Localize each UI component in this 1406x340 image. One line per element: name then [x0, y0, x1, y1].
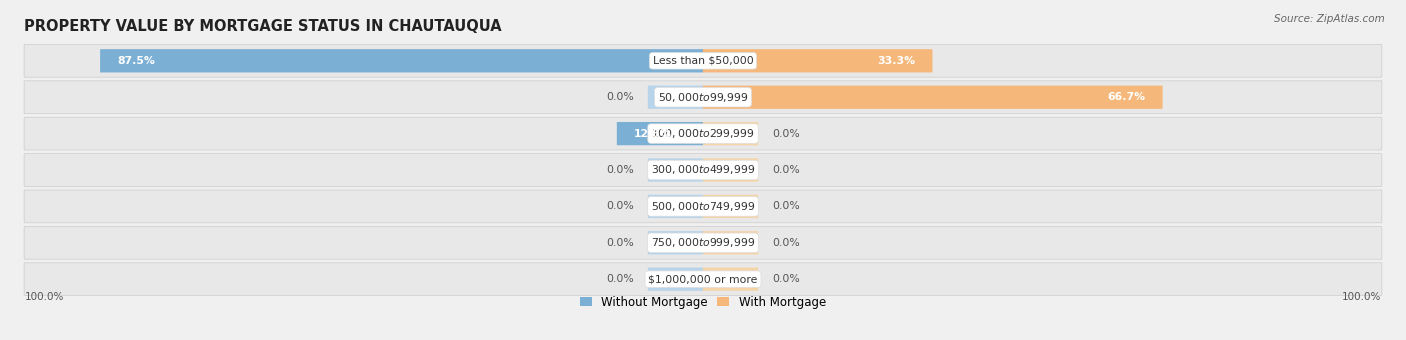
- Text: 0.0%: 0.0%: [606, 165, 634, 175]
- Text: PROPERTY VALUE BY MORTGAGE STATUS IN CHAUTAUQUA: PROPERTY VALUE BY MORTGAGE STATUS IN CHA…: [24, 18, 502, 34]
- Text: 87.5%: 87.5%: [117, 56, 155, 66]
- FancyBboxPatch shape: [648, 268, 703, 291]
- FancyBboxPatch shape: [703, 268, 758, 291]
- Legend: Without Mortgage, With Mortgage: Without Mortgage, With Mortgage: [581, 296, 825, 309]
- Text: 12.5%: 12.5%: [634, 129, 672, 139]
- FancyBboxPatch shape: [24, 117, 1382, 150]
- Text: Source: ZipAtlas.com: Source: ZipAtlas.com: [1274, 14, 1385, 23]
- Text: 100.0%: 100.0%: [1343, 292, 1382, 302]
- FancyBboxPatch shape: [24, 45, 1382, 77]
- FancyBboxPatch shape: [24, 263, 1382, 295]
- Text: $500,000 to $749,999: $500,000 to $749,999: [651, 200, 755, 213]
- FancyBboxPatch shape: [703, 122, 758, 145]
- FancyBboxPatch shape: [648, 195, 703, 218]
- FancyBboxPatch shape: [648, 158, 703, 182]
- Text: 0.0%: 0.0%: [772, 129, 800, 139]
- Text: 0.0%: 0.0%: [606, 92, 634, 102]
- FancyBboxPatch shape: [703, 231, 758, 254]
- FancyBboxPatch shape: [703, 195, 758, 218]
- FancyBboxPatch shape: [617, 122, 703, 145]
- FancyBboxPatch shape: [648, 86, 703, 109]
- FancyBboxPatch shape: [24, 154, 1382, 186]
- Text: $100,000 to $299,999: $100,000 to $299,999: [651, 127, 755, 140]
- FancyBboxPatch shape: [24, 190, 1382, 223]
- Text: $1,000,000 or more: $1,000,000 or more: [648, 274, 758, 284]
- Text: 0.0%: 0.0%: [772, 238, 800, 248]
- Text: 100.0%: 100.0%: [24, 292, 63, 302]
- Text: 33.3%: 33.3%: [877, 56, 915, 66]
- Text: 0.0%: 0.0%: [606, 274, 634, 284]
- FancyBboxPatch shape: [24, 81, 1382, 114]
- FancyBboxPatch shape: [24, 226, 1382, 259]
- Text: 0.0%: 0.0%: [772, 201, 800, 211]
- Text: 0.0%: 0.0%: [606, 201, 634, 211]
- FancyBboxPatch shape: [703, 49, 932, 72]
- Text: 0.0%: 0.0%: [772, 165, 800, 175]
- Text: 66.7%: 66.7%: [1107, 92, 1146, 102]
- Text: Less than $50,000: Less than $50,000: [652, 56, 754, 66]
- FancyBboxPatch shape: [100, 49, 703, 72]
- FancyBboxPatch shape: [703, 86, 1163, 109]
- Text: $750,000 to $999,999: $750,000 to $999,999: [651, 236, 755, 249]
- FancyBboxPatch shape: [703, 158, 758, 182]
- Text: $300,000 to $499,999: $300,000 to $499,999: [651, 164, 755, 176]
- Text: 0.0%: 0.0%: [772, 274, 800, 284]
- Text: $50,000 to $99,999: $50,000 to $99,999: [658, 91, 748, 104]
- FancyBboxPatch shape: [648, 231, 703, 254]
- Text: 0.0%: 0.0%: [606, 238, 634, 248]
